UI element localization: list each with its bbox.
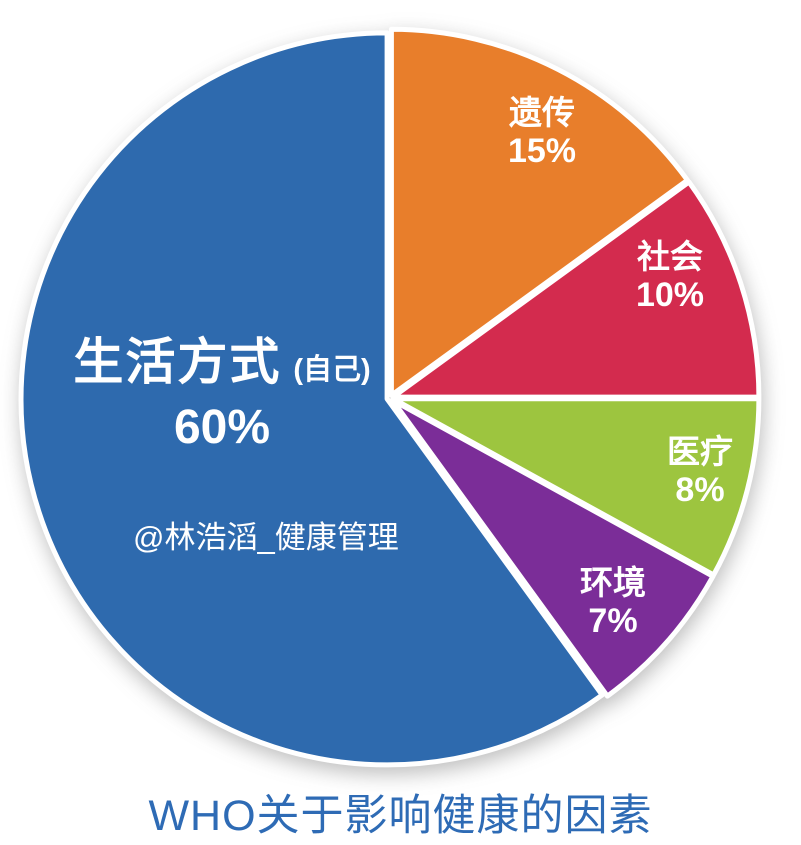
watermark: @林浩滔_健康管理 (133, 520, 399, 555)
slice-name: 遗传 (509, 94, 575, 131)
slice-label-genetics: 遗传 15% (508, 94, 576, 170)
slice-percent: 10% (635, 276, 705, 314)
slice-name: 环境 (580, 564, 646, 601)
pie-slice-genetics (388, 26, 690, 398)
slice-name: 社会 (637, 238, 703, 275)
slice-percent: 60% (173, 401, 271, 454)
slice-name: 医疗 (667, 433, 733, 470)
slice-label-environment: 环境 7% (580, 564, 646, 640)
pie-slice-society (390, 179, 762, 400)
chart-title: WHO关于影响健康的因素 (148, 792, 653, 840)
slice-percent: 7% (588, 602, 638, 640)
slice-percent: 15% (507, 132, 577, 170)
pie-slice-medical (390, 396, 762, 578)
slice-name-suffix: (自己) (293, 354, 371, 386)
slice-name: 生活方式 (73, 334, 282, 390)
lifestyle-label-line: 生活方式 (自己) (73, 322, 370, 394)
slice-label-lifestyle: 生活方式 (自己) 60% (73, 322, 370, 455)
slice-label-medical: 医疗 8% (667, 433, 733, 509)
pie-slice-lifestyle (18, 30, 605, 768)
slice-label-society: 社会 10% (636, 238, 704, 314)
slice-percent: 8% (675, 471, 725, 509)
pie-slice-environment (389, 397, 716, 699)
